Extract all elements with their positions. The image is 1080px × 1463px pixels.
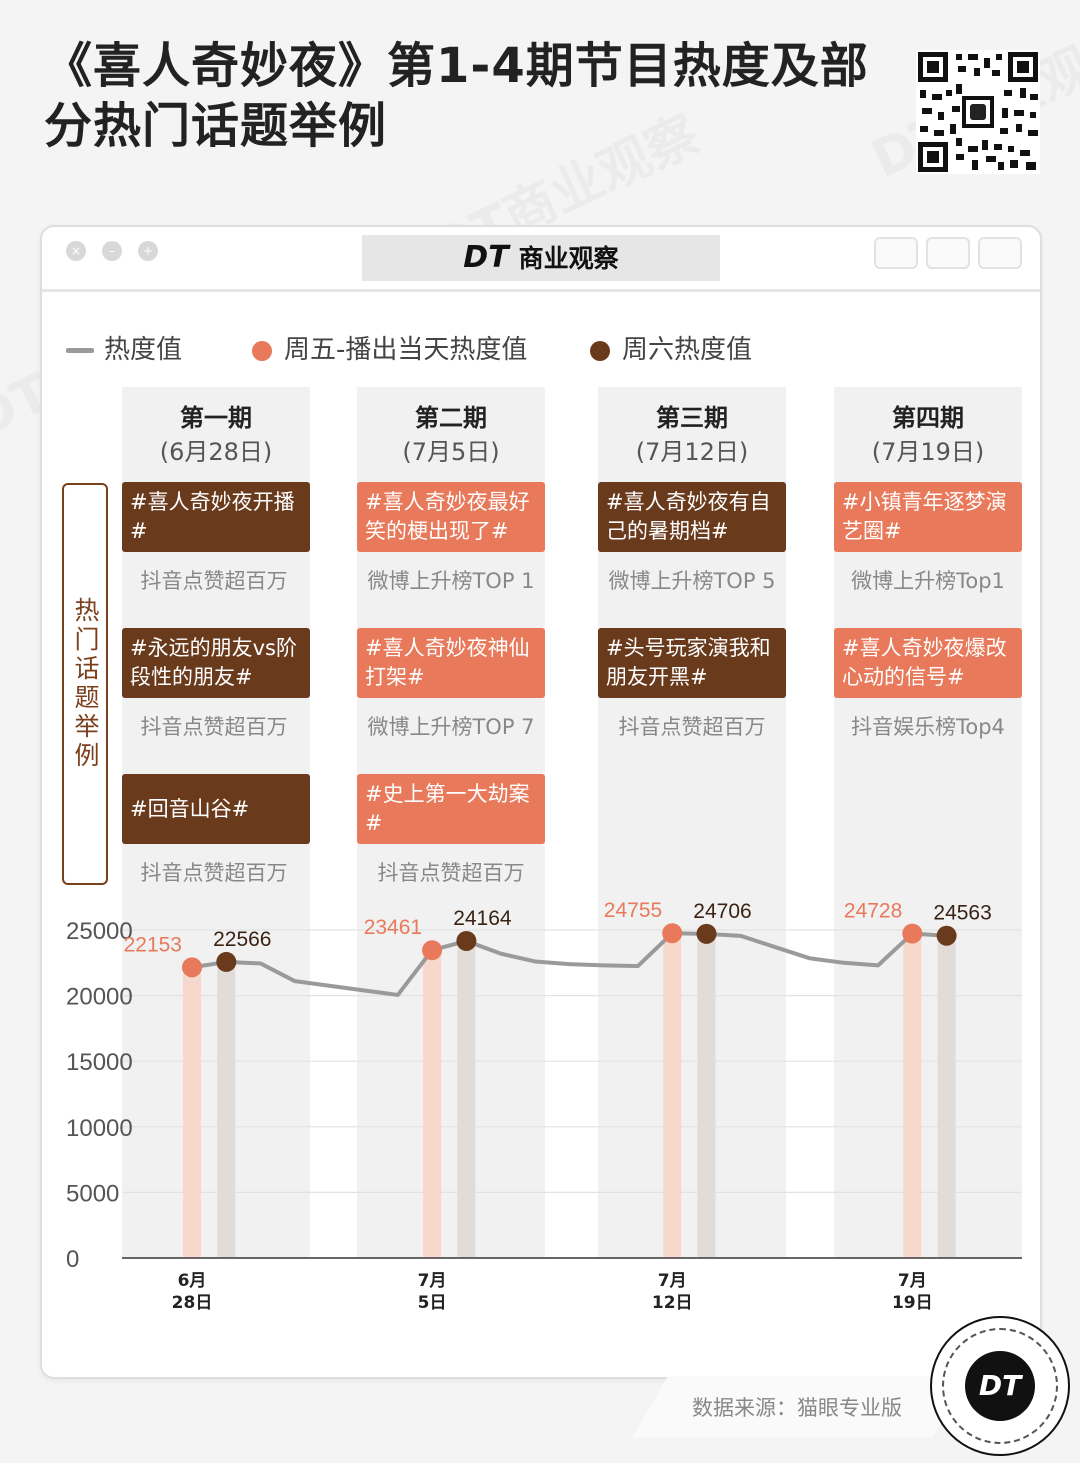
y-tick-label: 25000 bbox=[66, 918, 133, 945]
y-tick-label: 20000 bbox=[66, 984, 133, 1011]
topic-note: 抖音点赞超百万 bbox=[377, 861, 525, 885]
legend-label: 周五-播出当天热度值 bbox=[284, 335, 528, 365]
share-icon bbox=[926, 237, 970, 269]
saturday-point bbox=[936, 925, 957, 946]
saturday-point bbox=[456, 930, 477, 951]
x-tick-label: 7月 19日 bbox=[892, 1271, 933, 1313]
legend-item-friday: 周五-播出当天热度值 bbox=[252, 330, 527, 370]
badge-ring bbox=[942, 1328, 1058, 1444]
data-label: 24164 bbox=[453, 907, 512, 930]
topic-note: 微博上升榜TOP 5 bbox=[608, 569, 776, 593]
x-tick-label: 6月 28日 bbox=[172, 1271, 213, 1313]
episode-title: 第二期 bbox=[415, 404, 487, 432]
topic-tag: #史上第一大劫案# bbox=[357, 774, 545, 844]
marker-bar bbox=[217, 961, 236, 1258]
friday-point bbox=[422, 940, 443, 961]
topic-note: 抖音娱乐榜Top4 bbox=[851, 715, 1005, 739]
brand-header: DT 商业观察 bbox=[362, 235, 720, 281]
card-titlebar: × – + DT 商业观察 bbox=[42, 227, 1040, 292]
saturday-point bbox=[696, 923, 717, 944]
legend-item-saturday: 周六热度值 bbox=[590, 330, 752, 370]
brand-logo: DT bbox=[463, 240, 509, 275]
legend-item-heat: 热度值 bbox=[66, 330, 182, 370]
data-source: 数据来源：猫眼专业版 bbox=[692, 1396, 902, 1420]
friday-point bbox=[902, 923, 923, 944]
marker-bar bbox=[423, 950, 442, 1258]
topic-tag: #喜人奇妙夜开播# bbox=[122, 482, 310, 552]
data-label: 24563 bbox=[933, 902, 991, 925]
page-title: 《喜人奇妙夜》第1-4期节目热度及部分热门话题举例 bbox=[44, 38, 869, 154]
dt-logo-icon: DT bbox=[965, 1351, 1035, 1421]
topic-note: 抖音点赞超百万 bbox=[140, 569, 288, 593]
topic-note: 抖音点赞超百万 bbox=[140, 715, 288, 739]
topic-tag: #永远的朋友vs阶段性的朋友# bbox=[122, 628, 310, 698]
marker-bar bbox=[663, 933, 682, 1258]
friday-point bbox=[182, 957, 202, 978]
legend-label: 热度值 bbox=[104, 335, 183, 365]
topic-tag: #回音山谷# bbox=[122, 774, 310, 844]
y-tick-label: 0 bbox=[66, 1246, 79, 1273]
qr-code-icon bbox=[916, 50, 1040, 174]
minimize-icon: – bbox=[102, 241, 122, 261]
brand-name: 商业观察 bbox=[518, 244, 619, 273]
side-label-text: 热门话题举例 bbox=[71, 597, 100, 771]
heat-series-line bbox=[191, 931, 947, 997]
marker-bar bbox=[903, 933, 922, 1258]
marker-bar bbox=[183, 967, 201, 1258]
window-icon bbox=[978, 237, 1022, 269]
data-label: 22153 bbox=[124, 933, 182, 956]
topic-tag: #喜人奇妙夜爆改心动的信号# bbox=[834, 628, 1022, 698]
saturday-dot-icon bbox=[590, 340, 610, 361]
episode-date: (7月12日) bbox=[635, 438, 749, 466]
episode-title: 第三期 bbox=[656, 404, 728, 432]
data-label: 24755 bbox=[604, 899, 662, 922]
record-icon bbox=[874, 237, 918, 269]
episode-title: 第一期 bbox=[180, 404, 252, 432]
topic-note: 抖音点赞超百万 bbox=[618, 715, 766, 739]
topic-note: 微博上升榜Top1 bbox=[851, 569, 1005, 593]
saturday-point bbox=[216, 951, 237, 972]
x-tick-label: 7月 12日 bbox=[652, 1271, 693, 1313]
qr-code bbox=[916, 50, 1040, 174]
marker-bar bbox=[937, 935, 956, 1258]
episode-title: 第四期 bbox=[892, 404, 964, 432]
line-legend-icon bbox=[66, 348, 94, 353]
topic-note: 微博上升榜TOP 1 bbox=[367, 569, 535, 593]
data-label: 23461 bbox=[364, 916, 422, 939]
friday-dot-icon bbox=[252, 340, 272, 361]
topic-note: 微博上升榜TOP 7 bbox=[367, 715, 535, 739]
marker-bar bbox=[457, 940, 476, 1258]
episode-date: (7月5日) bbox=[402, 438, 500, 466]
side-label: 热门话题举例 bbox=[62, 483, 108, 885]
topic-tag: #头号玩家演我和朋友开黑# bbox=[598, 628, 786, 698]
legend-label: 周六热度值 bbox=[622, 335, 753, 365]
x-tick-label: 7月 5日 bbox=[418, 1271, 447, 1313]
episode-date: (7月19日) bbox=[871, 438, 985, 466]
topic-tag: #小镇青年逐梦演艺圈# bbox=[834, 482, 1022, 552]
friday-point bbox=[662, 923, 683, 944]
data-label: 22566 bbox=[213, 928, 271, 951]
dt-badge: DT bbox=[930, 1316, 1070, 1456]
episode-date: (6月28日) bbox=[159, 438, 273, 466]
maximize-icon: + bbox=[138, 241, 158, 261]
marker-bar bbox=[697, 933, 716, 1258]
y-tick-label: 10000 bbox=[66, 1115, 133, 1142]
data-label: 24706 bbox=[693, 900, 751, 923]
topic-note: 抖音点赞超百万 bbox=[140, 861, 288, 885]
topic-tag: #喜人奇妙夜有自己的暑期档# bbox=[598, 482, 786, 552]
topic-tag: #喜人奇妙夜最好笑的梗出现了# bbox=[357, 482, 545, 552]
data-label: 24728 bbox=[844, 900, 902, 923]
y-tick-label: 5000 bbox=[66, 1180, 119, 1207]
y-tick-label: 15000 bbox=[66, 1049, 133, 1076]
close-icon: × bbox=[66, 241, 86, 261]
topic-tag: #喜人奇妙夜神仙打架# bbox=[357, 628, 545, 698]
